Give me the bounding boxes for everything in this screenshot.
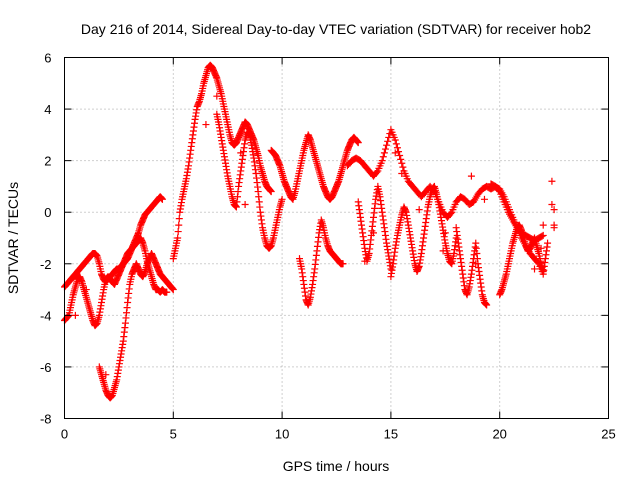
data-point [278, 195, 286, 203]
data-point [539, 231, 547, 239]
y-tick-label: -6 [40, 360, 52, 375]
x-axis-label: GPS time / hours [283, 458, 390, 474]
x-tick-labels: 0 5 10 15 20 25 [61, 427, 616, 442]
data-point [531, 265, 539, 273]
data-point [379, 153, 387, 161]
data-point [548, 200, 556, 208]
data-point [361, 257, 369, 265]
data-point [539, 268, 547, 276]
data-point [398, 170, 406, 178]
axis-ticks [64, 57, 609, 419]
data-point [373, 168, 381, 176]
data-point [383, 141, 391, 149]
data-point [237, 149, 245, 157]
data-points [61, 61, 558, 402]
data-point [71, 311, 79, 319]
data-point [539, 221, 547, 229]
y-tick-label: -8 [40, 412, 52, 427]
y-tick-label: 4 [44, 102, 51, 117]
data-point [174, 228, 182, 236]
x-tick-label: 20 [492, 427, 506, 442]
data-point [175, 215, 183, 223]
data-point [369, 229, 377, 237]
plot-frame [64, 57, 609, 419]
data-point [480, 195, 488, 203]
data-point [393, 144, 401, 152]
data-point [381, 145, 389, 153]
data-point [158, 195, 166, 203]
data-point [538, 232, 546, 240]
x-tick-label: 5 [170, 427, 177, 442]
data-point [267, 188, 275, 196]
x-tick-label: 0 [61, 427, 68, 442]
plot-area: 0 5 10 15 20 25 -8 -6 -4 -2 0 2 4 6 [40, 51, 616, 442]
data-point [354, 139, 362, 147]
data-point [439, 247, 447, 255]
data-point [447, 210, 455, 218]
chart-title: Day 216 of 2014, Sidereal Day-to-day VTE… [81, 21, 591, 37]
data-point [391, 149, 399, 157]
data-point [102, 371, 110, 379]
y-tick-labels: -8 -6 -4 -2 0 2 4 6 [40, 51, 52, 427]
data-point [550, 221, 558, 229]
y-tick-label: -2 [40, 257, 52, 272]
data-point [544, 239, 552, 247]
data-point [548, 177, 556, 185]
data-point [472, 260, 480, 268]
data-point [396, 151, 404, 159]
grid [64, 57, 609, 419]
data-point [395, 148, 403, 156]
data-point [415, 206, 423, 214]
data-point [241, 200, 249, 208]
data-point [339, 260, 347, 268]
data-point [467, 172, 475, 180]
y-tick-label: 6 [44, 51, 51, 66]
data-point [378, 157, 386, 165]
data-point [550, 206, 558, 214]
data-point [175, 221, 183, 229]
data-point [213, 92, 221, 100]
data-point [202, 121, 210, 129]
x-tick-label: 25 [601, 427, 615, 442]
data-point [398, 159, 406, 167]
x-tick-label: 15 [384, 427, 398, 442]
data-point [380, 149, 388, 157]
data-point [169, 286, 177, 294]
data-point [397, 155, 405, 163]
data-point [163, 288, 171, 296]
y-tick-label: 0 [44, 205, 51, 220]
data-point [384, 137, 392, 145]
data-point [174, 234, 182, 242]
y-tick-label: -4 [40, 308, 52, 323]
x-tick-label: 10 [275, 427, 289, 442]
data-point [391, 136, 399, 144]
data-point [399, 163, 407, 171]
data-point [392, 140, 400, 148]
y-axis-label: SDTVAR / TECUs [5, 182, 21, 294]
y-tick-label: 2 [44, 154, 51, 169]
data-point [82, 286, 90, 294]
data-point [537, 244, 545, 252]
data-point [441, 229, 449, 237]
data-point [483, 301, 491, 309]
